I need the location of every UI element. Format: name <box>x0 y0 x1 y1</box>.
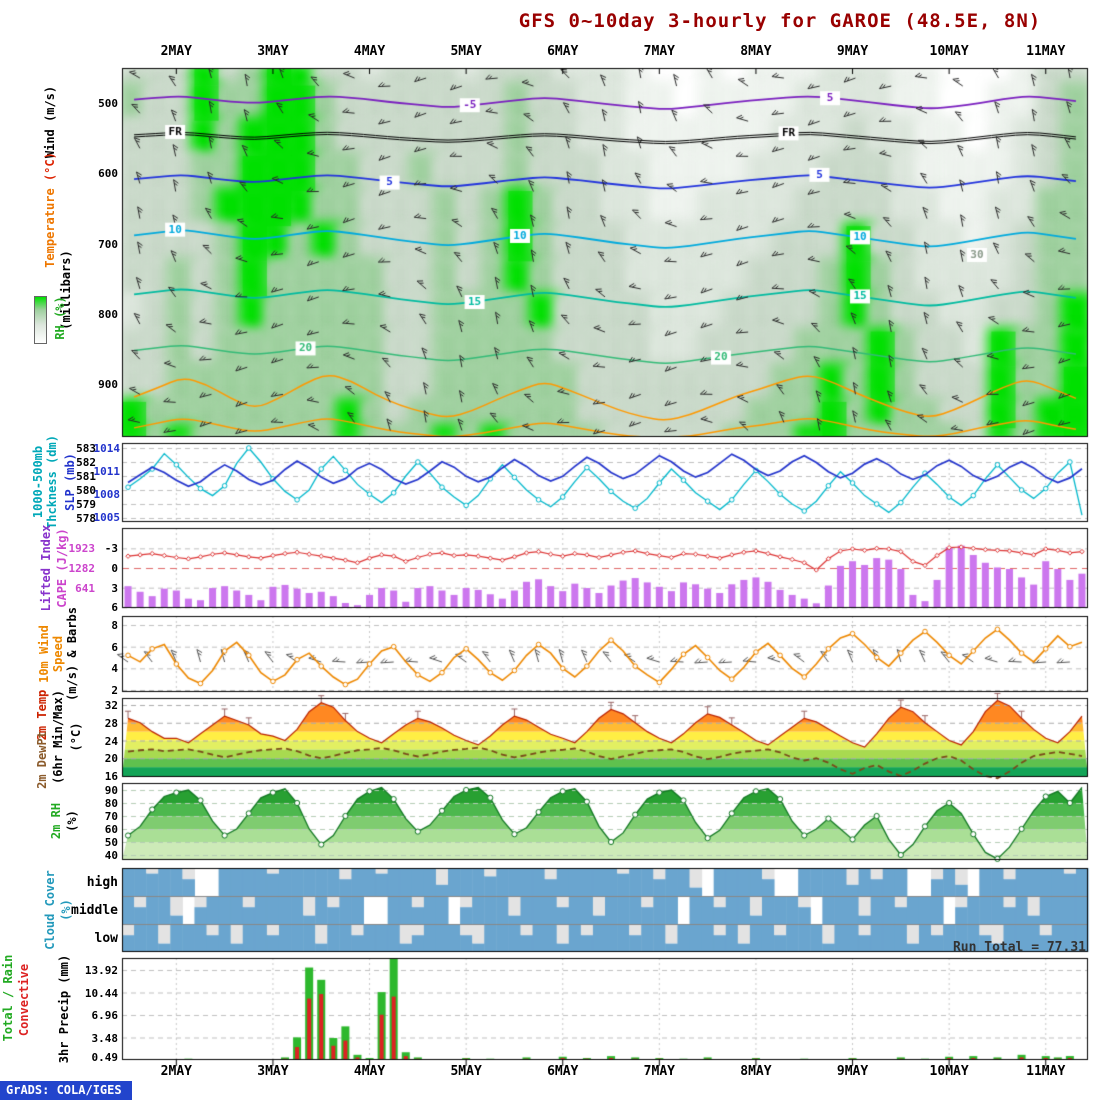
lifted-index-tick-label: -3 <box>104 542 118 556</box>
x-axis-day-label-bottom: 10MAY <box>929 1064 969 1079</box>
thickness-tick-label: 583 <box>76 442 96 455</box>
pressure-tick-label: 800 <box>98 308 118 321</box>
x-axis-day-label-top: 4MAY <box>353 44 386 59</box>
x-axis-day-label-bottom: 3MAY <box>257 1064 289 1079</box>
rh-tick-label: 40 <box>104 849 118 862</box>
rh-tick-label: 50 <box>104 836 118 849</box>
x-axis-day-label-top: 5MAY <box>450 44 482 59</box>
x-axis-day-label-bottom: 7MAY <box>643 1064 675 1079</box>
x-axis-day-label-top: 3MAY <box>257 44 289 59</box>
cape-tick-label: 1282 <box>68 562 96 576</box>
cloud-row-label: high <box>86 875 118 890</box>
temp2m-axis-caption: 2m DewPt <box>35 731 49 789</box>
cape-tick-label: 641 <box>75 582 95 595</box>
pressure-tick-label: 500 <box>98 97 118 111</box>
cape-tick-label: 1923 <box>68 542 96 556</box>
cloud-row-label: low <box>94 931 118 946</box>
precip-tick-label: 0.49 <box>91 1050 119 1064</box>
thickness-tick-label: 580 <box>76 484 96 497</box>
temp-tick-label: 32 <box>104 699 118 712</box>
rh-tick-label: 70 <box>104 810 118 823</box>
slp-tick-label: 1005 <box>93 511 121 524</box>
temp-tick-label: 24 <box>104 734 118 748</box>
precip-tick-label: 13.92 <box>84 964 118 977</box>
x-axis-day-label-top: 11MAY <box>1026 44 1066 59</box>
wind-tick-label: 2 <box>111 684 118 697</box>
lifted-index-tick-label: 6 <box>111 601 118 615</box>
precip-tick-label: 10.44 <box>84 986 118 1000</box>
x-axis-day-label-bottom: 6MAY <box>547 1064 579 1079</box>
x-axis-day-label-top: 7MAY <box>643 44 675 59</box>
thickness-tick-label: 579 <box>76 498 96 511</box>
rh-tick-label: 80 <box>104 797 118 810</box>
x-axis-day-label-bottom: 11MAY <box>1026 1064 1066 1079</box>
precip-axis-caption: Total / Rain <box>1 954 15 1042</box>
x-axis-day-label-bottom: 2MAY <box>160 1064 192 1079</box>
rh-colorbar <box>34 296 47 344</box>
pressure-tick-label: 700 <box>98 237 118 251</box>
temp-tick-label: 16 <box>104 770 118 783</box>
x-axis-day-label-bottom: 4MAY <box>353 1064 386 1079</box>
x-axis-day-label-bottom: 9MAY <box>836 1064 869 1079</box>
wind-tick-label: 6 <box>111 640 118 654</box>
slp-tick-label: 1008 <box>93 488 121 501</box>
temp-tick-label: 20 <box>104 752 118 766</box>
precip-tick-label: 3.48 <box>91 1031 119 1045</box>
run-total-label: Run Total = 77.31 <box>952 940 1086 955</box>
lifted-index-tick-label: 0 <box>111 562 118 575</box>
pressure-tick-label: 900 <box>98 378 118 392</box>
thickness-tick-label: 581 <box>76 470 96 483</box>
x-axis-day-label-top: 10MAY <box>929 44 969 59</box>
pressure-tick-label: 600 <box>98 167 118 181</box>
wind-tick-label: 8 <box>111 619 118 632</box>
x-axis-day-label-bottom: 8MAY <box>740 1064 772 1079</box>
x-axis-day-label-bottom: 5MAY <box>450 1064 482 1079</box>
precip-tick-label: 6.96 <box>91 1009 119 1022</box>
wind-tick-label: 4 <box>111 662 118 676</box>
grads-credit: GrADS: COLA/IGES <box>0 1081 132 1100</box>
rh-tick-label: 60 <box>104 823 118 836</box>
precip-axis-caption: Convective <box>17 963 31 1037</box>
rh-tick-label: 90 <box>104 784 118 797</box>
x-axis-day-label-top: 8MAY <box>740 44 772 59</box>
x-axis-day-label-top: 6MAY <box>547 44 579 59</box>
thickness-tick-label: 582 <box>76 456 96 469</box>
thickness-tick-label: 578 <box>76 512 96 525</box>
x-axis-day-label-top: 2MAY <box>160 44 192 59</box>
temp-tick-label: 28 <box>104 716 118 730</box>
slp-tick-label: 1014 <box>93 442 121 455</box>
lifted-index-tick-label: 3 <box>111 581 118 595</box>
cloud-row-label: middle <box>71 903 118 918</box>
chart-title: GFS 0~10day 3-hourly for GAROE (48.5E, 8… <box>518 10 1042 32</box>
slp-tick-label: 1011 <box>93 465 121 478</box>
x-axis-day-label-top: 9MAY <box>836 44 869 59</box>
